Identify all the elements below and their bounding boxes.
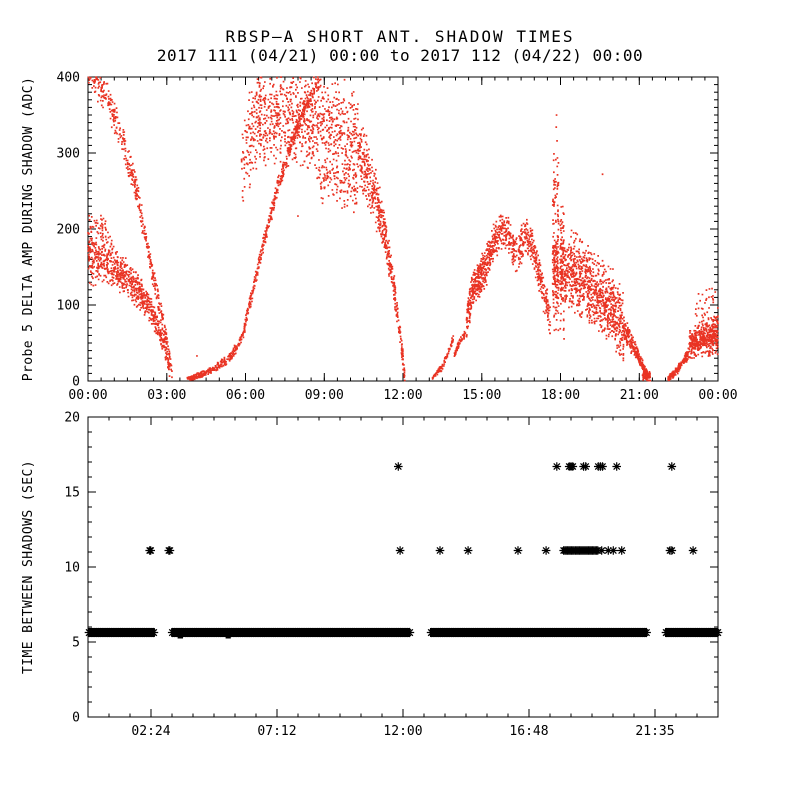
svg-text:0: 0 bbox=[72, 711, 80, 726]
svg-text:00:00: 00:00 bbox=[698, 388, 737, 403]
svg-text:09:00: 09:00 bbox=[305, 388, 344, 403]
svg-text:0: 0 bbox=[72, 375, 80, 390]
svg-text:300: 300 bbox=[57, 147, 80, 162]
svg-text:100: 100 bbox=[57, 299, 80, 314]
svg-text:200: 200 bbox=[57, 223, 80, 238]
svg-text:06:00: 06:00 bbox=[226, 388, 265, 403]
svg-text:21:35: 21:35 bbox=[635, 724, 674, 739]
svg-text:21:00: 21:00 bbox=[620, 388, 659, 403]
svg-text:16:48: 16:48 bbox=[509, 724, 548, 739]
svg-text:15: 15 bbox=[64, 486, 80, 501]
svg-text:10: 10 bbox=[64, 561, 80, 576]
chart-subtitle: 2017 111 (04/21) 00:00 to 2017 112 (04/2… bbox=[156, 46, 644, 65]
svg-text:400: 400 bbox=[57, 71, 80, 86]
svg-text:00:00: 00:00 bbox=[68, 388, 107, 403]
svg-text:15:00: 15:00 bbox=[462, 388, 501, 403]
bottom-panel-points bbox=[84, 462, 723, 639]
svg-text:03:00: 03:00 bbox=[147, 388, 186, 403]
svg-text:12:00: 12:00 bbox=[383, 388, 422, 403]
top-panel-axes: 00:00 03:00 06:00 09:00 12:00 15:00 18:00 21:00… bbox=[57, 71, 738, 404]
svg-text:07:12: 07:12 bbox=[257, 724, 296, 739]
top-panel-points bbox=[87, 76, 719, 382]
svg-text:12:00: 12:00 bbox=[383, 724, 422, 739]
svg-text:20: 20 bbox=[64, 411, 80, 426]
svg-text:02:24: 02:24 bbox=[131, 724, 170, 739]
bottom-panel-axes: 02:24 07:12 12:00 16:48 21:35 0 5 10 15 20 bbox=[64, 411, 719, 739]
svg-text:5: 5 bbox=[72, 636, 80, 651]
svg-text:18:00: 18:00 bbox=[541, 388, 580, 403]
chart-title: RBSP–A SHORT ANT. SHADOW TIMES bbox=[225, 27, 575, 46]
